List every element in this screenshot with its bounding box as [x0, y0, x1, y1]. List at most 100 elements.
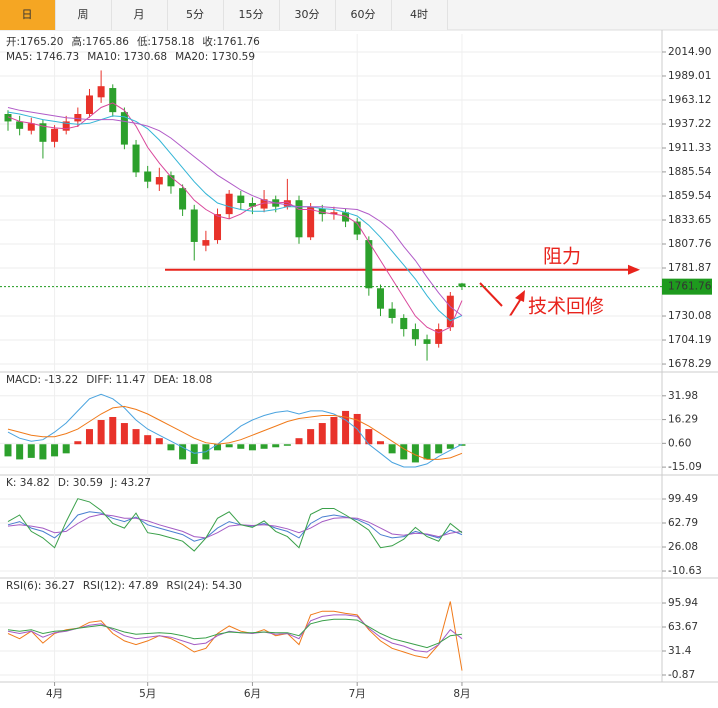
- indicator-line: [7, 601, 463, 671]
- x-tick-label: 5月: [139, 688, 156, 700]
- macd-bar: [74, 441, 82, 445]
- macd-bar: [62, 444, 70, 454]
- macd-bar: [27, 444, 35, 458]
- y-tick-label: 1833.65: [668, 214, 711, 226]
- y-tick-label: 1781.87: [668, 262, 711, 274]
- candle-body: [51, 128, 59, 142]
- candle-body: [365, 240, 373, 289]
- macd-bar: [144, 435, 152, 445]
- candle-body: [260, 199, 268, 209]
- candle-body: [307, 206, 315, 238]
- tab-label[interactable]: 5分: [186, 8, 204, 21]
- legend-label: 高:1765.86: [71, 35, 129, 48]
- macd-bar: [120, 423, 128, 445]
- tab-label[interactable]: 日: [22, 8, 33, 21]
- macd-bar: [155, 438, 163, 445]
- indicator-line: [7, 405, 463, 460]
- macd-bar: [435, 444, 443, 454]
- x-tick-label: 4月: [46, 688, 63, 700]
- tab[interactable]: [112, 0, 167, 30]
- legend-label: MA10: 1730.68: [87, 51, 167, 63]
- indicator-line: [7, 618, 463, 649]
- macd-bar: [51, 444, 59, 457]
- macd-bar: [307, 429, 315, 445]
- macd-bar: [423, 444, 431, 460]
- candle-body: [318, 208, 326, 215]
- macd-bar: [132, 429, 140, 445]
- indicator-line: [7, 393, 463, 468]
- tab-label[interactable]: 月: [134, 8, 145, 21]
- candle-body: [179, 188, 187, 210]
- last-price-label: 1761.76: [668, 281, 712, 293]
- indicator-line: [7, 513, 463, 539]
- legend-label: K: 34.82: [6, 477, 50, 489]
- macd-bar: [342, 410, 350, 445]
- candle-body: [74, 114, 82, 122]
- tab[interactable]: [0, 0, 55, 30]
- candle-body: [4, 114, 12, 122]
- macd-bar: [248, 444, 256, 451]
- y-tick-label: -0.87: [668, 669, 695, 681]
- legend-label: RSI(6): 36.27: [6, 580, 75, 592]
- tab[interactable]: [56, 0, 111, 30]
- macd-bar: [97, 420, 105, 445]
- indicator-line: [7, 614, 463, 653]
- annotation: 技术回修: [528, 296, 604, 318]
- tab[interactable]: [336, 0, 391, 30]
- tab[interactable]: [392, 0, 447, 30]
- candle-body: [27, 123, 35, 131]
- y-tick-label: 2014.90: [668, 46, 711, 58]
- candle-body: [435, 329, 443, 344]
- candle-body: [120, 112, 128, 145]
- candle-body: [85, 95, 93, 115]
- legend-label: MA5: 1746.73: [6, 51, 79, 63]
- indicator-line: [7, 102, 463, 334]
- macd-bar: [272, 444, 280, 448]
- tab-label[interactable]: 30分: [295, 8, 320, 21]
- candle-body: [202, 240, 210, 246]
- legend-label: DEA: 18.08: [154, 374, 213, 386]
- macd-bar: [283, 444, 291, 446]
- candle-body: [39, 123, 47, 142]
- tab-label[interactable]: 周: [78, 8, 89, 21]
- macd-bar: [260, 444, 268, 449]
- y-tick-label: 95.94: [668, 597, 698, 609]
- candle-body: [295, 200, 303, 238]
- candle-body: [446, 295, 454, 328]
- candle-body: [237, 195, 245, 203]
- tab[interactable]: [280, 0, 335, 30]
- y-tick-label: 31.4: [668, 645, 692, 657]
- arrow-down: [479, 282, 503, 307]
- y-tick-label: 31.98: [668, 390, 698, 402]
- tab-label[interactable]: 4时: [410, 8, 428, 21]
- macd-bar: [225, 444, 233, 448]
- y-tick-label: 63.67: [668, 621, 698, 633]
- macd-bar: [109, 416, 117, 445]
- macd-bar: [446, 444, 454, 449]
- candle-body: [458, 283, 466, 287]
- macd-bar: [458, 444, 466, 446]
- macd-bar: [16, 444, 24, 460]
- candle-body: [423, 339, 431, 344]
- tab-label[interactable]: 60分: [351, 8, 376, 21]
- y-tick-label: 1859.54: [668, 190, 712, 202]
- y-tick-label: 1989.01: [668, 70, 711, 82]
- candle-body: [411, 329, 419, 340]
- y-tick-label: -10.63: [668, 565, 702, 577]
- tab[interactable]: [224, 0, 279, 30]
- candle-body: [330, 212, 338, 215]
- legend-label: RSI(24): 54.30: [166, 580, 242, 592]
- tab-label[interactable]: 15分: [239, 8, 264, 21]
- y-tick-label: 1807.76: [668, 238, 712, 250]
- legend-label: J: 43.27: [110, 477, 151, 489]
- macd-bar: [376, 441, 384, 445]
- indicator-line: [7, 111, 463, 322]
- y-tick-label: 1678.29: [668, 358, 711, 370]
- resistance-arrow: [628, 264, 640, 275]
- last-price-box: [662, 278, 712, 295]
- macd-bar: [400, 444, 408, 460]
- y-tick-label: 1730.08: [668, 310, 711, 322]
- tab[interactable]: [168, 0, 223, 30]
- x-tick-label: 8月: [453, 688, 470, 700]
